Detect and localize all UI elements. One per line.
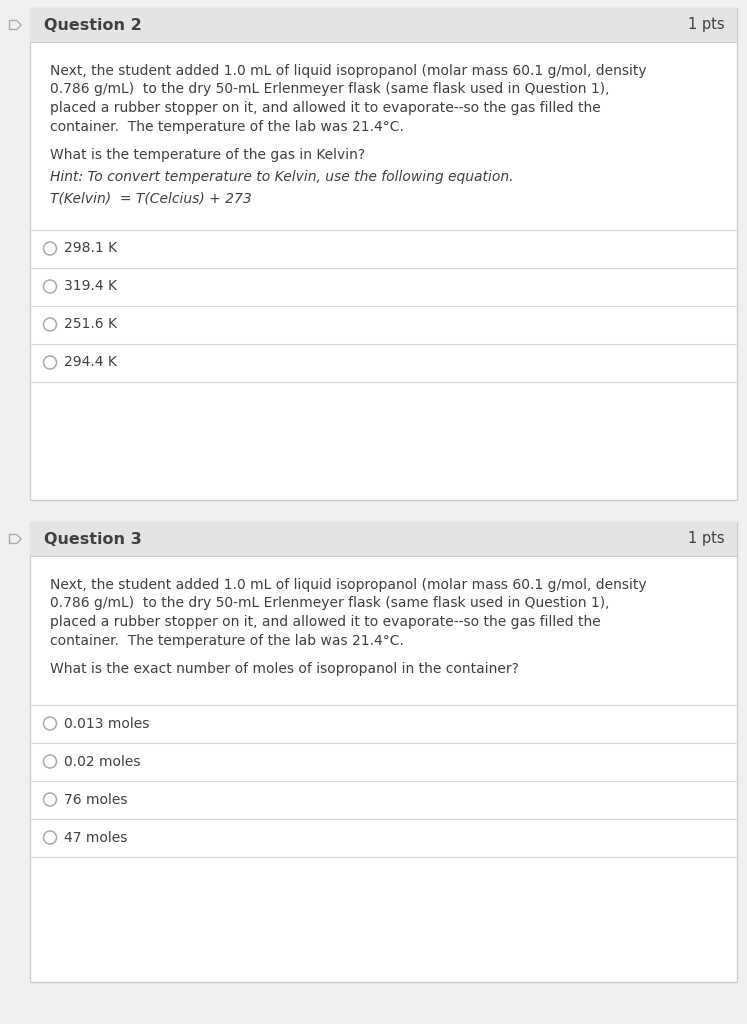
Text: Question 3: Question 3 (44, 531, 142, 547)
FancyBboxPatch shape (30, 522, 737, 556)
Text: 0.02 moles: 0.02 moles (64, 755, 140, 768)
Text: 0.013 moles: 0.013 moles (64, 717, 149, 730)
Text: 47 moles: 47 moles (64, 830, 128, 845)
Text: Next, the student added 1.0 mL of liquid isopropanol (molar mass 60.1 g/mol, den: Next, the student added 1.0 mL of liquid… (50, 578, 647, 592)
Text: Hint: To convert temperature to Kelvin, use the following equation.: Hint: To convert temperature to Kelvin, … (50, 171, 513, 184)
Text: 0.786 g/mL)  to the dry 50-mL Erlenmeyer flask (same flask used in Question 1),: 0.786 g/mL) to the dry 50-mL Erlenmeyer … (50, 597, 610, 610)
Text: 251.6 K: 251.6 K (64, 317, 117, 332)
Text: 1 pts: 1 pts (689, 531, 725, 547)
Text: 1 pts: 1 pts (689, 17, 725, 33)
Text: Question 2: Question 2 (44, 17, 142, 33)
Text: 0.786 g/mL)  to the dry 50-mL Erlenmeyer flask (same flask used in Question 1),: 0.786 g/mL) to the dry 50-mL Erlenmeyer … (50, 83, 610, 96)
Text: 76 moles: 76 moles (64, 793, 128, 807)
Text: T(Kelvin)  = T(Celcius) + 273: T(Kelvin) = T(Celcius) + 273 (50, 191, 252, 205)
Text: What is the temperature of the gas in Kelvin?: What is the temperature of the gas in Ke… (50, 148, 365, 162)
Text: container.  The temperature of the lab was 21.4°C.: container. The temperature of the lab wa… (50, 634, 404, 647)
Text: 298.1 K: 298.1 K (64, 242, 117, 256)
Text: placed a rubber stopper on it, and allowed it to evaporate--so the gas filled th: placed a rubber stopper on it, and allow… (50, 101, 601, 115)
Text: container.  The temperature of the lab was 21.4°C.: container. The temperature of the lab wa… (50, 120, 404, 133)
Text: placed a rubber stopper on it, and allowed it to evaporate--so the gas filled th: placed a rubber stopper on it, and allow… (50, 615, 601, 629)
FancyBboxPatch shape (30, 8, 737, 42)
Text: 294.4 K: 294.4 K (64, 355, 117, 370)
Text: Next, the student added 1.0 mL of liquid isopropanol (molar mass 60.1 g/mol, den: Next, the student added 1.0 mL of liquid… (50, 63, 647, 78)
Text: 319.4 K: 319.4 K (64, 280, 117, 294)
FancyBboxPatch shape (30, 8, 737, 500)
FancyBboxPatch shape (30, 522, 737, 982)
Text: What is the exact number of moles of isopropanol in the container?: What is the exact number of moles of iso… (50, 662, 519, 676)
